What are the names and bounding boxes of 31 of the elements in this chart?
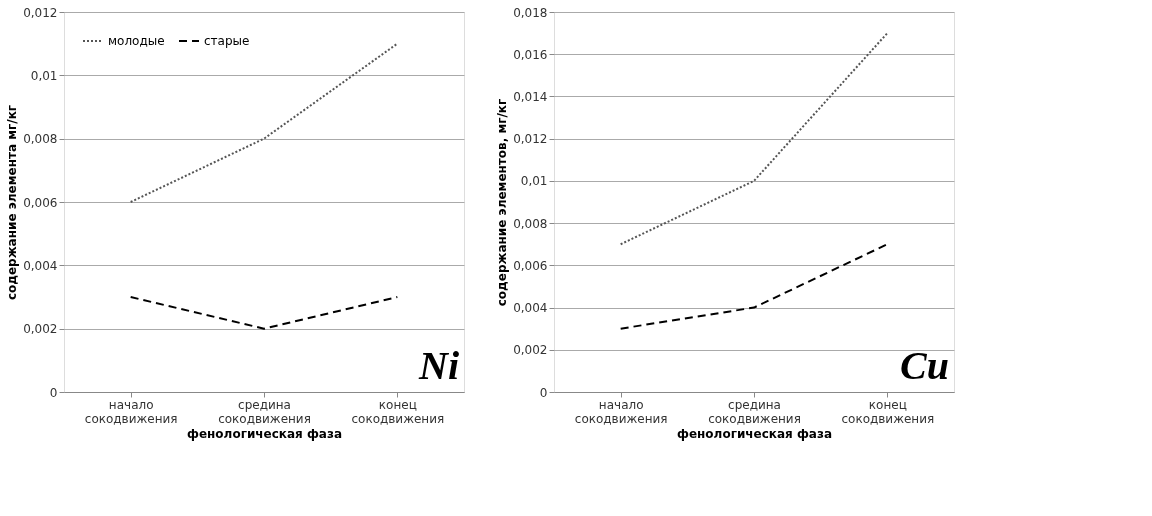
y-tick-label: 0,012 <box>513 132 548 147</box>
x-tick-label: конец сокодвижения <box>841 397 935 426</box>
y-tick-label: 0,002 <box>513 343 548 358</box>
y-tick-label: 0,014 <box>513 89 548 104</box>
y-tick-label: 0,002 <box>23 322 58 337</box>
x-tick-label: конец сокодвижения <box>351 397 445 426</box>
x-tick-label: начало сокодвижения <box>574 397 668 426</box>
y-tick-label: 0,01 <box>520 174 548 189</box>
legend-label: молодые <box>108 34 165 48</box>
annotation: Ni <box>418 343 459 388</box>
x-axis-title: фенологическая фаза <box>677 426 832 441</box>
legend-label: старые <box>204 34 250 48</box>
x-tick-label: средина сокодвижения <box>218 397 311 426</box>
y-tick-label: 0,008 <box>23 132 58 147</box>
x-tick-label: начало сокодвижения <box>84 397 178 426</box>
y-tick-label: 0,006 <box>23 195 58 210</box>
y-tick-label: 0,016 <box>513 47 548 62</box>
y-tick-label: 0,012 <box>23 5 58 20</box>
y-tick-label: 0 <box>49 385 58 400</box>
y-tick-label: 0,008 <box>513 216 548 231</box>
y-tick-label: 0,004 <box>513 301 548 316</box>
annotation: Cu <box>900 343 949 388</box>
y-tick-label: 0,004 <box>23 258 58 273</box>
y-axis-title: содержание элемента мг/кг <box>5 104 20 301</box>
x-tick-label: средина сокодвижения <box>708 397 801 426</box>
y-tick-label: 0 <box>539 385 548 400</box>
y-axis-title: содержание элементов, мг/кг <box>495 98 510 307</box>
y-tick-label: 0,01 <box>30 68 58 83</box>
x-axis-title: фенологическая фаза <box>187 426 342 441</box>
y-tick-label: 0,018 <box>513 5 548 20</box>
y-tick-label: 0,006 <box>513 258 548 273</box>
